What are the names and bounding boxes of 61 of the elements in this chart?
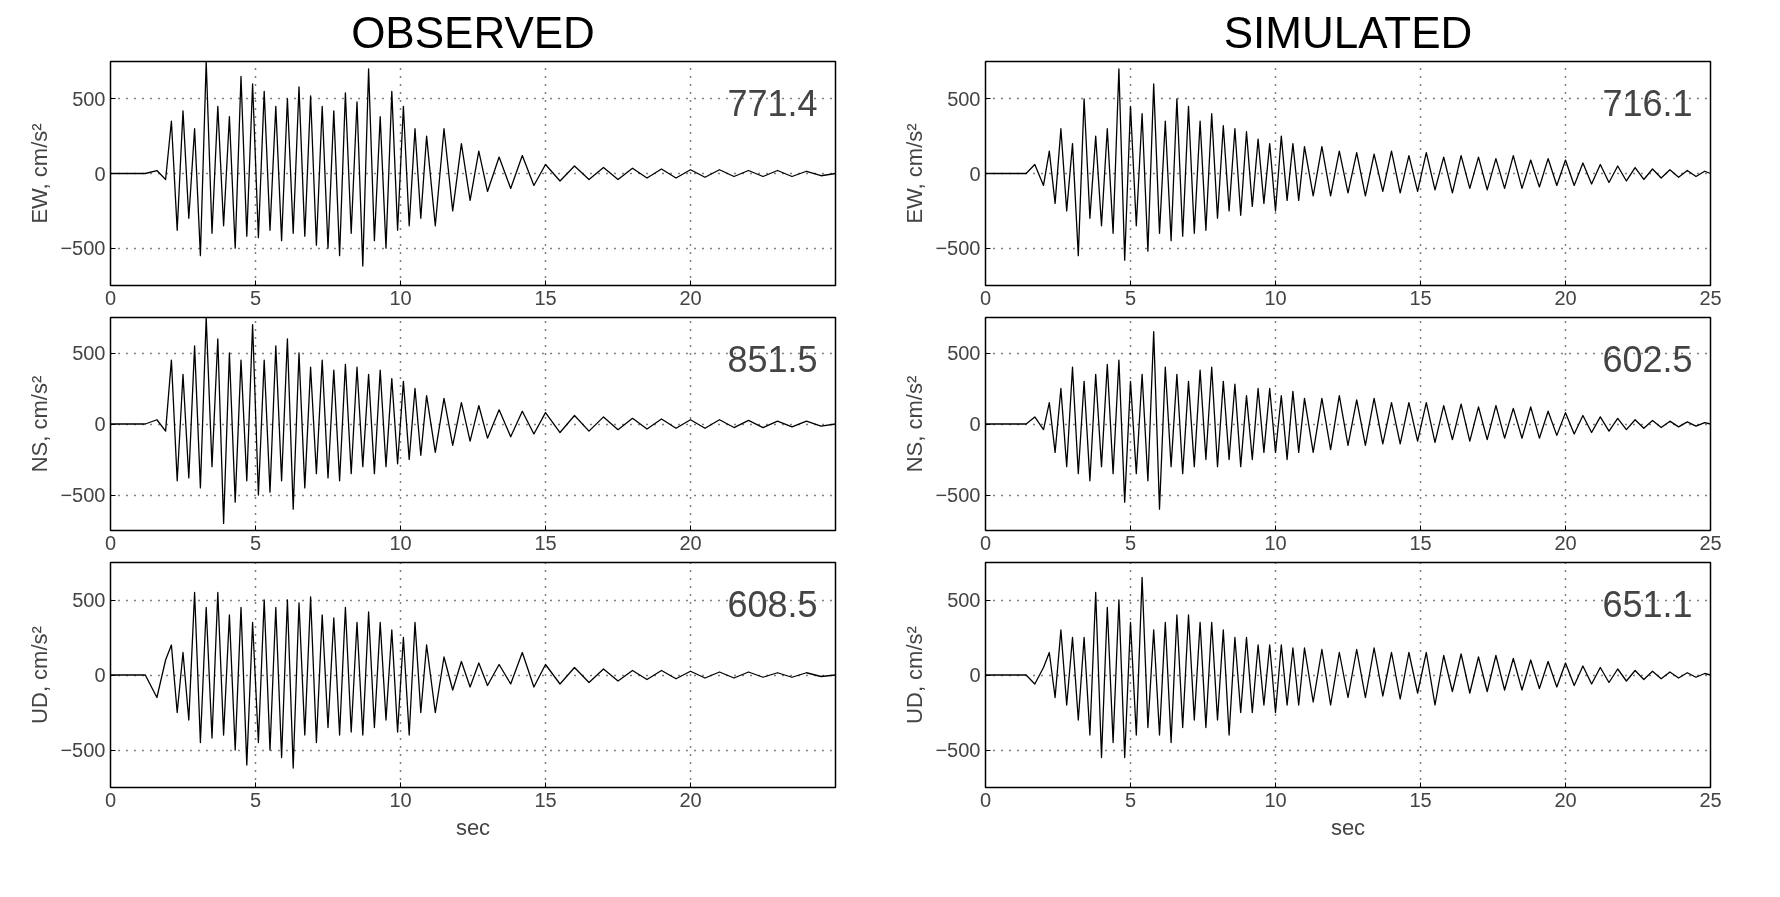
y-tick-label: 500 — [947, 87, 981, 110]
x-tick-label: 20 — [1554, 788, 1577, 811]
chart-title: SIMULATED — [1223, 7, 1473, 57]
y-axis-title: EW, cm/s² — [27, 123, 53, 224]
y-tick-label: −500 — [60, 484, 106, 506]
annotation: 608.5 — [727, 583, 818, 625]
x-tick-label: 25 — [1699, 286, 1722, 309]
x-tick-label: 15 — [1409, 531, 1432, 554]
y-tick-label: 500 — [947, 342, 981, 364]
annotation: 602.5 — [1602, 338, 1693, 380]
x-tick-label: 15 — [1409, 788, 1432, 811]
y-tick-label: 0 — [94, 413, 106, 435]
y-axis-title: UD, cm/s² — [27, 626, 53, 724]
y-tick-label: 500 — [72, 87, 106, 110]
annotation: 851.5 — [727, 338, 818, 380]
x-tick-label: 15 — [1409, 286, 1432, 309]
x-tick-label: 15 — [534, 788, 557, 811]
x-tick-label: 10 — [389, 788, 412, 811]
annotation: 771.4 — [727, 82, 818, 124]
x-tick-label: 20 — [679, 286, 702, 309]
y-tick-label: −500 — [60, 739, 106, 761]
x-tick-label: 5 — [249, 788, 262, 811]
x-tick-label: 10 — [1264, 286, 1287, 309]
x-tick-label: 10 — [1264, 531, 1287, 554]
y-axis-title: NS, cm/s² — [27, 375, 53, 473]
x-tick-label: 20 — [1554, 531, 1577, 554]
y-tick-label: −500 — [935, 484, 981, 506]
y-tick-label: 500 — [72, 589, 106, 611]
annotation: 716.1 — [1602, 82, 1693, 124]
x-tick-label: 15 — [534, 286, 557, 309]
y-tick-label: 500 — [72, 342, 106, 364]
x-tick-label: 5 — [249, 531, 262, 554]
y-tick-label: −500 — [60, 237, 106, 260]
x-tick-label: 5 — [1124, 286, 1137, 309]
x-tick-label: 20 — [1554, 286, 1577, 309]
x-tick-label: 25 — [1699, 788, 1722, 811]
y-tick-label: 0 — [969, 162, 981, 185]
annotation: 651.1 — [1602, 583, 1693, 625]
y-axis-title: NS, cm/s² — [902, 375, 928, 473]
y-tick-label: 0 — [969, 413, 981, 435]
x-tick-label: 5 — [1124, 531, 1137, 554]
y-tick-label: −500 — [935, 237, 981, 260]
y-tick-label: 0 — [94, 664, 106, 686]
x-tick-label: 5 — [1124, 788, 1137, 811]
x-tick-label: 15 — [534, 531, 557, 554]
x-tick-label: 10 — [389, 531, 412, 554]
chart-title: OBSERVED — [351, 7, 595, 57]
x-axis-title: sec — [455, 814, 491, 840]
x-tick-label: 25 — [1699, 531, 1722, 554]
x-tick-label: 10 — [1264, 788, 1287, 811]
y-axis-title: UD, cm/s² — [902, 626, 928, 724]
x-tick-label: 20 — [679, 788, 702, 811]
x-tick-label: 5 — [249, 286, 262, 309]
y-tick-label: 0 — [969, 664, 981, 686]
y-axis-title: EW, cm/s² — [902, 123, 928, 224]
x-axis-title: sec — [1330, 814, 1366, 840]
x-tick-label: 20 — [679, 531, 702, 554]
y-tick-label: 0 — [94, 162, 106, 185]
x-tick-label: 10 — [389, 286, 412, 309]
y-tick-label: 500 — [947, 589, 981, 611]
y-tick-label: −500 — [935, 739, 981, 761]
